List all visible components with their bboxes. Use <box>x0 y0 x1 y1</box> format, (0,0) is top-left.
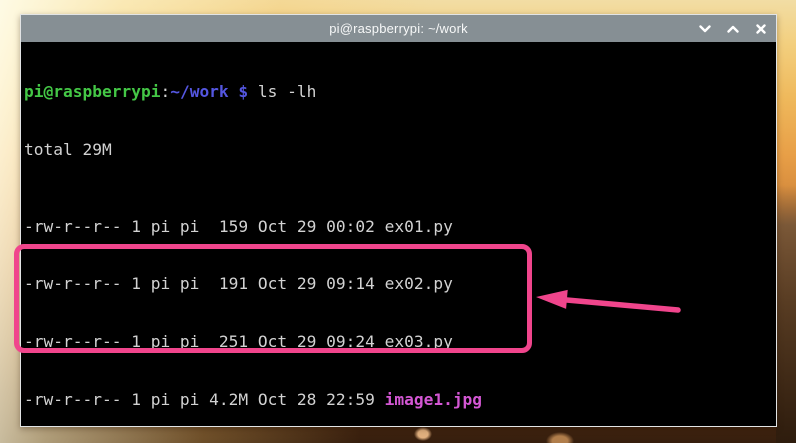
file-name: image1.jpg <box>384 389 483 409</box>
total-line: total 29M <box>24 140 112 159</box>
window-titlebar[interactable]: pi@raspberrypi: ~/work <box>21 15 776 42</box>
terminal-window: pi@raspberrypi: ~/work pi@raspberrypi:~/… <box>20 14 777 427</box>
file-row: -rw-r--r-- 1 pi pi 159 Oct 29 00:02 ex01… <box>24 217 774 236</box>
chevron-down-icon <box>699 24 711 32</box>
wallpaper-mountain <box>776 185 796 443</box>
terminal-output[interactable]: pi@raspberrypi:~/work $ ls -lh total 29M… <box>21 42 776 443</box>
file-name: ex03.py <box>384 331 453 351</box>
file-row: -rw-r--r-- 1 pi pi 251 Oct 29 09:24 ex03… <box>24 332 774 351</box>
prompt-path: ~/work $ <box>170 82 249 102</box>
annotation-arrow-icon <box>536 289 681 313</box>
command-text: ls -lh <box>248 82 317 102</box>
prompt-user-host: pi@raspberrypi <box>24 82 161 102</box>
file-name: ex02.py <box>384 274 453 294</box>
file-name: ex01.py <box>384 216 453 236</box>
file-meta: -rw-r--r-- 1 pi pi 4.2M Oct 28 22:59 <box>24 389 385 409</box>
close-button[interactable] <box>753 21 769 37</box>
file-row: -rw-r--r-- 1 pi pi 4.2M Oct 28 22:59 ima… <box>24 390 774 409</box>
file-meta: -rw-r--r-- 1 pi pi 191 Oct 29 09:14 <box>24 274 385 294</box>
close-x-icon <box>756 23 766 34</box>
chevron-up-icon <box>727 25 739 33</box>
file-meta: -rw-r--r-- 1 pi pi 251 Oct 29 09:24 <box>24 331 385 351</box>
prompt-line: pi@raspberrypi:~/work $ ls -lh <box>24 82 774 101</box>
prompt-separator: : <box>160 82 171 102</box>
highlight-box <box>14 244 532 353</box>
maximize-button[interactable] <box>725 21 741 37</box>
minimize-button[interactable] <box>697 21 713 37</box>
file-meta: -rw-r--r-- 1 pi pi 159 Oct 29 00:02 <box>24 216 385 236</box>
window-title: pi@raspberrypi: ~/work <box>329 21 468 36</box>
window-controls <box>697 15 769 42</box>
file-row: -rw-r--r-- 1 pi pi 191 Oct 29 09:14 ex02… <box>24 274 774 293</box>
